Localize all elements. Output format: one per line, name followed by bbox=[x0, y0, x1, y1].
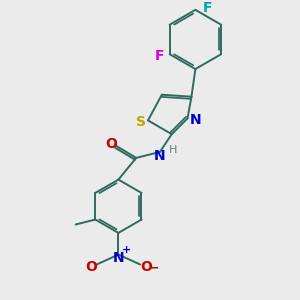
Text: O: O bbox=[106, 137, 117, 151]
Text: N: N bbox=[190, 113, 201, 128]
Text: N: N bbox=[112, 250, 124, 265]
Text: +: + bbox=[122, 245, 131, 255]
Text: S: S bbox=[136, 116, 146, 129]
Text: F: F bbox=[202, 1, 212, 15]
Text: H: H bbox=[169, 145, 177, 155]
Text: N: N bbox=[154, 149, 166, 163]
Text: O: O bbox=[140, 260, 152, 274]
Text: −: − bbox=[149, 262, 159, 275]
Text: O: O bbox=[85, 260, 97, 274]
Text: F: F bbox=[155, 49, 165, 63]
